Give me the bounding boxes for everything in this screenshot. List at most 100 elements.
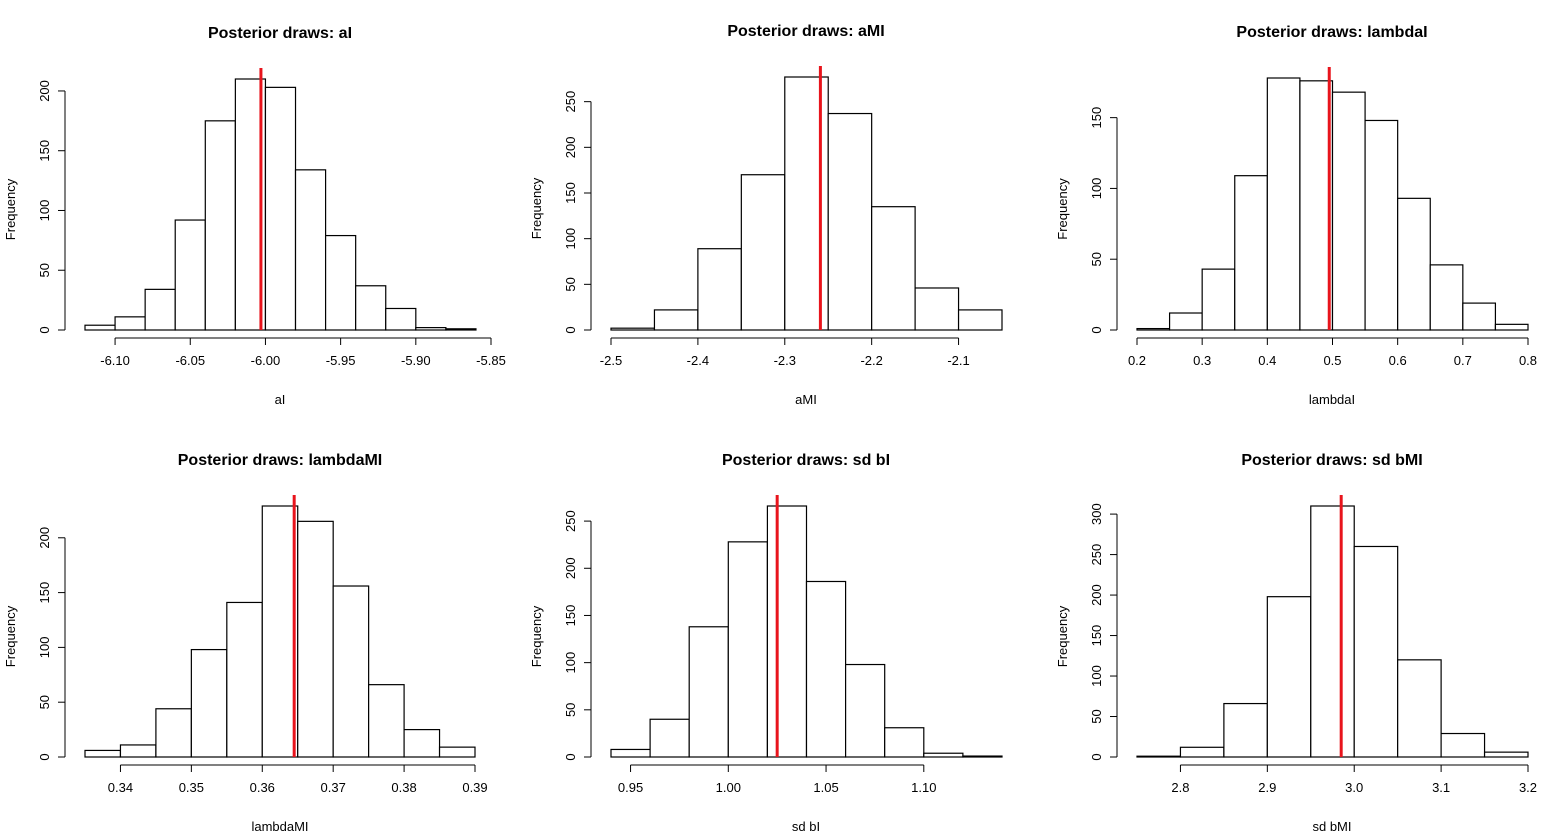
x-tick-label: -6.10 [100,353,130,368]
histogram-bar [368,684,405,758]
y-tick-label: 0 [563,753,578,760]
histogram-bar [884,727,925,758]
histogram-bar [610,327,656,331]
x-axis-label: sd bMI [1312,819,1351,834]
histogram-bar [174,219,206,331]
y-axis-label: Frequency [3,605,18,667]
chart-title: Posterior draws: sd bI [722,452,890,469]
histogram-bar [1353,545,1399,758]
histogram-bar [438,746,476,758]
x-tick-label: 0.3 [1193,353,1211,368]
histogram-bar [1136,327,1171,331]
histogram-bar [415,327,447,331]
histogram-bar [385,307,417,331]
histogram-bar [155,708,192,758]
x-tick-label: 0.36 [250,780,275,795]
x-tick-label: -2.5 [600,353,622,368]
y-axis-label: Frequency [1055,178,1070,240]
x-axis-label: lambdaMI [251,819,308,834]
x-tick-label: 3.2 [1519,780,1537,795]
panel-posterior-sd-bI: Posterior draws: sd bI sd bI Frequency 0… [529,452,1003,834]
histogram-bar [294,169,327,331]
histogram-bar [1397,659,1442,758]
panel-posterior-lambdaMI: Posterior draws: lambdaMI lambdaMI Frequ… [3,452,488,834]
y-axis-label: Frequency [529,177,544,239]
histogram-bar [1483,751,1529,758]
histogram-bar [1266,596,1312,758]
histogram-bar [1429,264,1464,331]
histogram-bar [766,505,808,758]
x-tick-label: 0.95 [618,780,643,795]
histogram-bar [204,120,236,331]
x-tick-label: 0.34 [108,780,133,795]
x-tick-label: 2.9 [1258,780,1276,795]
histogram-bar [653,309,699,331]
y-tick-label: 200 [563,557,578,579]
y-tick-label: 200 [37,527,52,549]
y-tick-label: 0 [1089,326,1104,333]
histogram-bar [114,316,146,331]
histogram-bar [727,541,768,758]
histogram-bar [84,324,116,331]
histogram-bar [871,206,916,331]
y-tick-label: 0 [1089,753,1104,760]
y-tick-label: 50 [563,277,578,291]
y-tick-label: 250 [563,91,578,113]
x-tick-label: -6.00 [251,353,281,368]
y-tick-label: 100 [37,637,52,659]
histogram-bar [1201,268,1236,331]
histogram-bar [1364,119,1399,331]
histogram-bar [1440,732,1486,758]
histogram-bar [264,86,297,331]
histogram-bar [1179,746,1225,758]
histogram-bar [649,718,690,758]
x-tick-label: 0.2 [1128,353,1146,368]
histogram-bar [1494,323,1529,331]
histogram-bar [1331,91,1366,331]
histogram-bar [297,520,334,758]
x-tick-label: 1.05 [813,780,838,795]
histogram-bar [914,287,960,331]
chart-title: Posterior draws: sd bMI [1241,452,1422,469]
chart-title: Posterior draws: lambdaMI [178,452,383,469]
y-tick-label: 50 [37,695,52,709]
x-tick-label: 0.7 [1454,353,1472,368]
y-tick-label: 200 [563,136,578,158]
histogram-bar [261,505,299,758]
y-tick-label: 50 [563,703,578,717]
chart-title: Posterior draws: aMI [727,23,884,40]
y-tick-label: 50 [37,263,52,277]
x-tick-label: 1.00 [716,780,741,795]
y-tick-label: 100 [563,228,578,250]
x-axis-label: aI [275,392,286,407]
y-tick-label: 150 [1089,625,1104,647]
histogram-bar [226,601,263,758]
histogram-bar [84,749,122,758]
y-tick-label: 250 [563,510,578,532]
histogram-bar [805,580,847,758]
histogram-bar [923,752,964,758]
histogram-bar [1397,197,1431,331]
x-tick-label: 2.8 [1171,780,1189,795]
histogram-bar [688,626,729,758]
y-tick-label: 200 [1089,584,1104,606]
y-axis-label: Frequency [3,178,18,240]
x-tick-label: -6.05 [175,353,205,368]
y-tick-label: 150 [563,182,578,204]
panel-posterior-aI: Posterior draws: aI aI Frequency -6.10 -6… [3,25,506,407]
y-axis-label: Frequency [1055,605,1070,667]
y-tick-label: 100 [37,200,52,222]
histogram-bar [827,112,873,331]
y-tick-label: 150 [37,140,52,162]
x-tick-label: 1.10 [911,780,936,795]
histogram-bar [119,744,157,758]
histogram-bar [1223,702,1268,758]
x-tick-label: -2.4 [687,353,709,368]
x-tick-label: -5.95 [326,353,356,368]
x-tick-label: 3.1 [1432,780,1450,795]
x-tick-label: 0.37 [321,780,346,795]
x-tick-label: -2.2 [860,353,882,368]
histogram-bar [144,288,176,331]
y-tick-label: 100 [1089,178,1104,200]
y-tick-label: 150 [1089,107,1104,129]
